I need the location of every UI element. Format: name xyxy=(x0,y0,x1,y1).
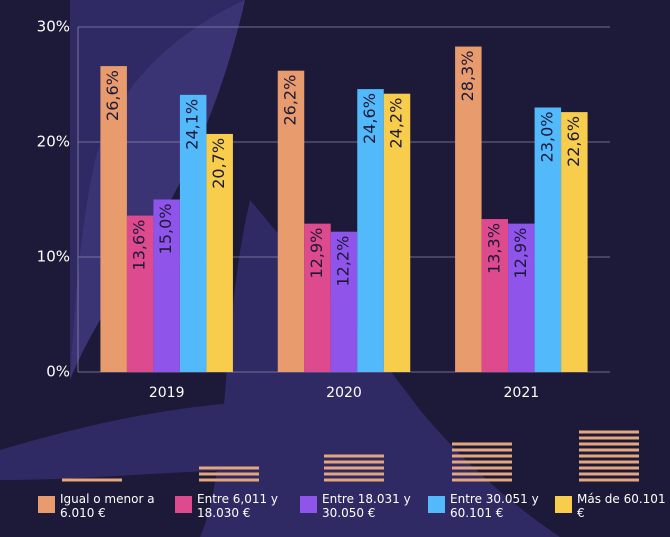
x-tick-label: 2020 xyxy=(326,385,362,401)
legend-label: Entre 30.051 y 60.101 € xyxy=(450,492,539,520)
x-tick-label: 2019 xyxy=(149,385,185,401)
value-label: 13,6% xyxy=(130,220,149,271)
bar xyxy=(481,219,509,372)
bar xyxy=(100,66,127,372)
bar xyxy=(126,215,154,372)
value-label: 24,2% xyxy=(387,98,406,149)
value-label: 24,1% xyxy=(183,99,202,150)
legend-swatch xyxy=(175,496,192,513)
bar xyxy=(357,89,384,372)
bar xyxy=(179,94,207,372)
value-label: 12,9% xyxy=(511,228,530,279)
value-label: 12,2% xyxy=(334,236,353,287)
value-label: 28,3% xyxy=(458,51,477,102)
y-tick-label: 10% xyxy=(37,248,70,266)
value-label: 13,3% xyxy=(484,223,503,274)
legend-label: Más de 60.101 € xyxy=(577,492,666,520)
x-tick-label: 2021 xyxy=(504,385,540,401)
legend-label: Igual o menor a 6.010 € xyxy=(60,492,155,520)
value-label: 20,7% xyxy=(209,138,228,189)
bar xyxy=(534,107,562,372)
value-label: 15,0% xyxy=(156,204,175,255)
legend-label: Entre 18.031 y 30.050 € xyxy=(322,492,411,520)
decor xyxy=(0,400,300,480)
bar xyxy=(561,112,588,372)
legend-swatch xyxy=(38,496,55,513)
value-label: 24,6% xyxy=(360,93,379,144)
bar xyxy=(455,46,482,373)
value-label: 23,0% xyxy=(537,112,556,163)
y-tick-label: 30% xyxy=(37,18,70,36)
value-label: 22,6% xyxy=(564,116,583,167)
bar xyxy=(508,223,535,372)
bar xyxy=(330,231,358,372)
value-label: 26,2% xyxy=(281,75,300,126)
bar xyxy=(383,93,411,372)
bar xyxy=(304,223,331,372)
legend-swatch xyxy=(300,496,317,513)
value-label: 26,6% xyxy=(103,70,122,121)
legend-swatch xyxy=(555,496,572,513)
value-label: 12,9% xyxy=(307,228,326,279)
bar xyxy=(277,70,305,372)
y-tick-label: 0% xyxy=(46,363,70,381)
legend-swatch xyxy=(428,496,445,513)
y-tick-label: 20% xyxy=(37,133,70,151)
bar xyxy=(153,199,180,372)
legend-label: Entre 6,011 y 18.030 € xyxy=(197,492,279,520)
bar xyxy=(206,133,233,372)
